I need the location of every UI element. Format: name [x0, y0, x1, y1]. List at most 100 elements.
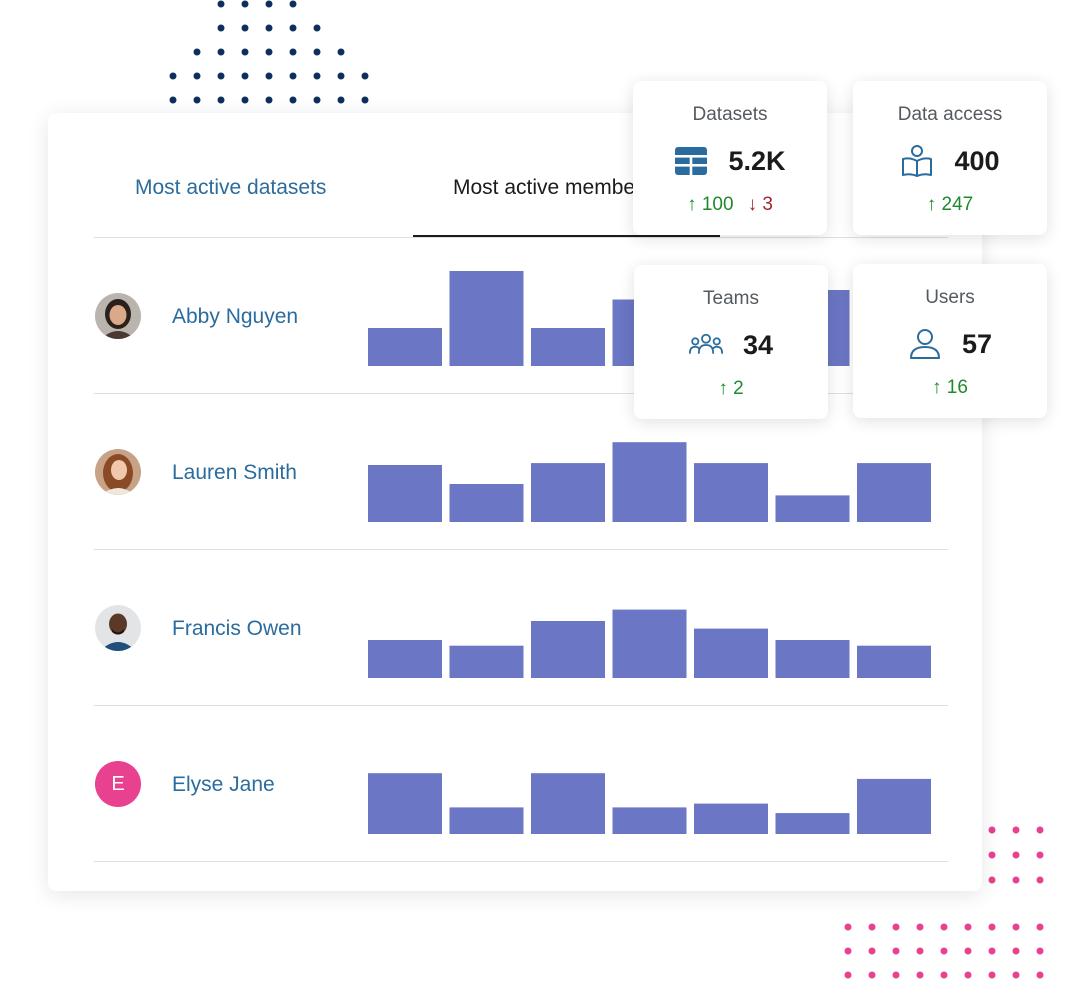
decorative-dot [892, 971, 900, 979]
decorative-dot [313, 24, 321, 32]
decorative-dot [1012, 923, 1020, 931]
decorative-dot [361, 72, 369, 80]
decorative-dot [217, 72, 225, 80]
stat-card-users: Users 57 ↑ 16 [853, 264, 1047, 418]
decorative-dot [337, 96, 345, 104]
stat-value: 57 [961, 328, 993, 359]
decorative-dot [217, 96, 225, 104]
decorative-dot [988, 826, 996, 834]
delta-down: ↓ 3 [747, 194, 773, 215]
delta-up: ↑ 2 [718, 378, 744, 399]
tab-most-active-datasets[interactable]: Most active datasets [135, 176, 327, 199]
decorative-dot [289, 0, 297, 8]
decorative-dot [241, 24, 249, 32]
book-reader-icon [900, 144, 934, 178]
activity-bar [449, 271, 524, 366]
stat-value: 34 [742, 329, 774, 360]
decorative-dot [193, 96, 201, 104]
decorative-dot [1036, 826, 1044, 834]
decorative-dot [1036, 923, 1044, 931]
activity-bar [368, 465, 442, 522]
decorative-dot [241, 48, 249, 56]
decorative-dot [964, 947, 972, 955]
decorative-dot [193, 72, 201, 80]
stat-value: 400 [954, 145, 1000, 176]
decorative-dot [916, 923, 924, 931]
decorative-dot [988, 947, 996, 955]
activity-bar [857, 645, 931, 678]
activity-bar [612, 609, 687, 678]
delta-up: ↑ 247 [926, 194, 974, 215]
decorative-dot [265, 0, 273, 8]
stat-card-data-access: Data access 400 ↑ 247 [853, 81, 1047, 235]
decorative-dot [241, 0, 249, 8]
activity-bar [775, 640, 850, 678]
decorative-dot [940, 947, 948, 955]
decorative-dot [868, 971, 876, 979]
decorative-dot [940, 971, 948, 979]
pink-dot-pattern [844, 826, 1044, 979]
team-icon [688, 328, 723, 362]
member-name[interactable]: Elyse Jane [172, 773, 275, 796]
member-name[interactable]: Lauren Smith [172, 461, 297, 484]
decorative-dot [361, 96, 369, 104]
decorative-dot [193, 48, 201, 56]
decorative-dot [1012, 826, 1020, 834]
decorative-dot [1036, 851, 1044, 859]
decorative-dot [241, 72, 249, 80]
table-icon [674, 144, 708, 178]
decorative-dot [265, 96, 273, 104]
activity-bar-chart [368, 773, 931, 834]
stat-card-teams: Teams 34 ↑ 2 [634, 265, 828, 419]
decorative-dot [289, 96, 297, 104]
activity-bar [531, 328, 605, 366]
member-row: Lauren Smith [94, 394, 948, 550]
delta-up: ↑ 100 [687, 194, 734, 215]
decorative-dot [988, 923, 996, 931]
activity-bar [368, 773, 442, 834]
activity-bar [612, 807, 687, 834]
stat-value: 5.2K [728, 145, 786, 176]
decorative-dot [337, 48, 345, 56]
decorative-dot [241, 96, 249, 104]
activity-bar [531, 621, 605, 678]
decorative-dot [1012, 876, 1020, 884]
activity-bar [531, 463, 605, 522]
active-tab-underline [413, 235, 720, 237]
activity-bar [857, 463, 931, 522]
decorative-dot [988, 876, 996, 884]
member-name[interactable]: Abby Nguyen [172, 305, 299, 328]
decorative-dot [337, 72, 345, 80]
decorative-dot [868, 923, 876, 931]
avatar [95, 605, 141, 651]
activity-bar [694, 628, 768, 678]
activity-bar-chart [368, 442, 931, 522]
activity-bar [449, 645, 524, 678]
decorative-dot [1012, 851, 1020, 859]
activity-bar [775, 813, 850, 834]
activity-bar [612, 442, 687, 522]
decorative-dot [964, 971, 972, 979]
active-members-card: Most active datasets Most active members… [48, 113, 982, 891]
activity-bar [531, 773, 605, 834]
tab-most-active-members[interactable]: Most active members [453, 176, 653, 199]
member-name[interactable]: Francis Owen [172, 617, 302, 640]
activity-bar-chart [368, 609, 931, 678]
delta-up: ↑ 16 [932, 377, 968, 398]
decorative-dot [265, 72, 273, 80]
decorative-dot [217, 48, 225, 56]
decorative-dot [940, 923, 948, 931]
decorative-dot [916, 947, 924, 955]
activity-bar [368, 328, 442, 366]
decorative-dot [844, 971, 852, 979]
decorative-dot [988, 851, 996, 859]
stat-label: Data access [897, 104, 1003, 125]
activity-bar [449, 484, 524, 522]
decorative-dot [169, 96, 177, 104]
tab-bar: Most active datasets Most active members [94, 113, 948, 238]
activity-bar [775, 495, 850, 522]
decorative-dot [313, 72, 321, 80]
decorative-dot [868, 947, 876, 955]
decorative-dot [916, 971, 924, 979]
decorative-dot [217, 24, 225, 32]
